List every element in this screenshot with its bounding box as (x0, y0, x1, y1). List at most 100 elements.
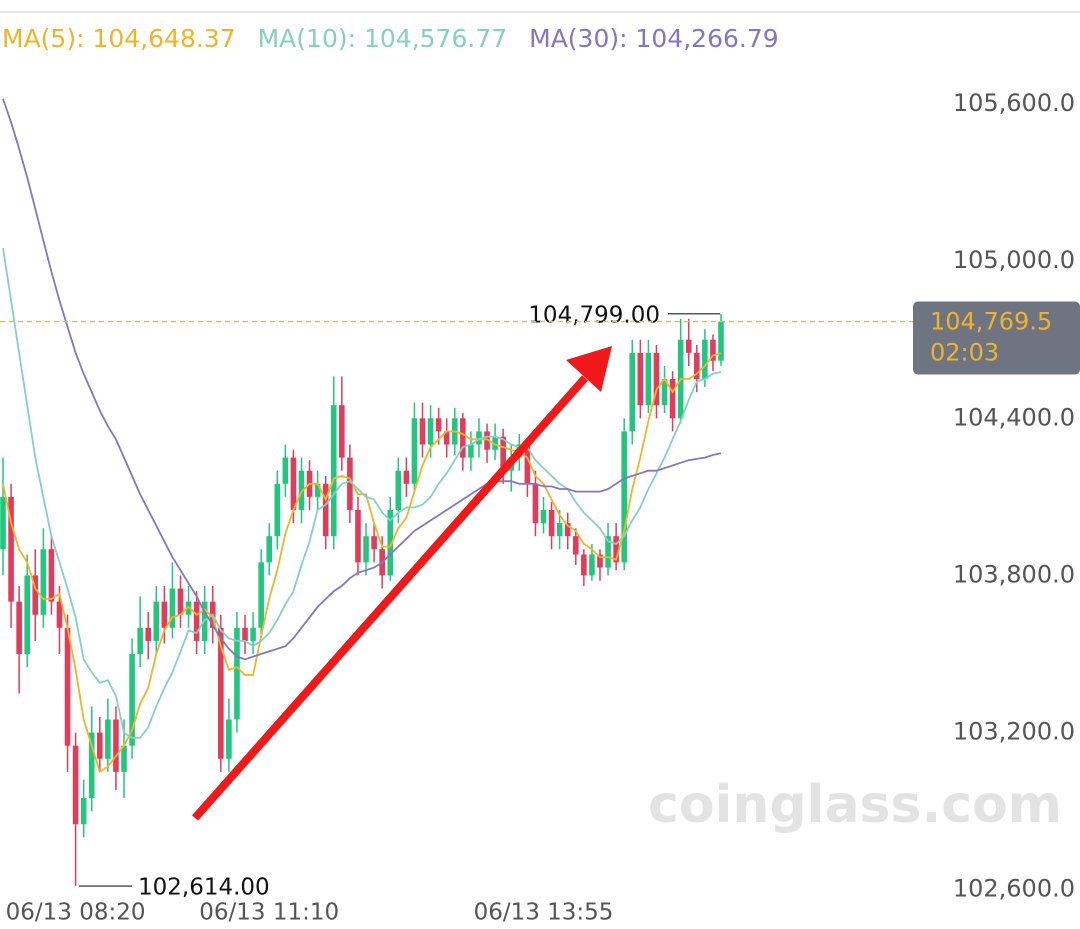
candle-body (282, 457, 289, 484)
candle-body (403, 470, 410, 484)
candle-body (113, 719, 119, 772)
candle-body (581, 554, 587, 576)
candle-body (8, 496, 14, 602)
candle-body (460, 418, 466, 458)
candle-body (597, 554, 603, 568)
legend-name: MA(30) (529, 24, 635, 53)
ma-line (2, 98, 722, 661)
candle-body (355, 509, 361, 563)
arrow-shaft (192, 375, 588, 821)
trend-arrow (192, 346, 612, 821)
candle-body (105, 719, 111, 759)
candle-body (274, 483, 281, 537)
max-marker-label: 104,799.00 (528, 302, 660, 328)
candle-body (500, 436, 506, 471)
watermark: coinglass.com (648, 775, 1062, 835)
candle-body (637, 352, 644, 406)
candle-body (258, 562, 264, 628)
candle-body (177, 588, 184, 615)
countdown: 02:03 (930, 339, 999, 367)
candle-body (145, 627, 152, 641)
candle-body (702, 339, 708, 380)
candle-body (629, 352, 636, 432)
ma-line (2, 247, 722, 739)
candle-body (524, 444, 531, 484)
candle-body (371, 536, 377, 550)
candle-body (419, 418, 426, 445)
candle-body (693, 352, 700, 380)
candle-body (669, 379, 676, 419)
legend: MA(5)104,648.37MA(10)104,576.77MA(30)104… (2, 24, 801, 53)
candle-body (443, 431, 450, 445)
overlay: 104,799.00 102,614.00 104,769.5 02:03 (0, 301, 1080, 901)
legend-entry: MA(5)104,648.37 (2, 24, 236, 53)
candle-body (121, 745, 127, 772)
candle-body (645, 352, 652, 406)
x-tick-label: 06/13 11:10 (199, 900, 339, 926)
y-tick-label: 103,800.0 (953, 560, 1075, 588)
candle-body (298, 470, 305, 510)
candle-body (218, 627, 224, 759)
candle-body (468, 444, 474, 458)
legend-name: MA(10) (258, 24, 364, 53)
candle-body (266, 536, 273, 563)
candle-body (72, 745, 79, 825)
candle-body (395, 470, 402, 510)
candle-body (556, 523, 563, 537)
candle-body (718, 321, 724, 361)
candle-body (16, 601, 22, 655)
legend-value: 104,266.79 (635, 24, 779, 53)
candle-body (339, 405, 345, 458)
candle-body (137, 627, 143, 655)
candle-body (226, 719, 232, 759)
candle-body (427, 418, 434, 445)
candle-body (532, 483, 539, 524)
candle-body (589, 554, 595, 576)
candle-body (242, 627, 248, 641)
candle-body (347, 457, 353, 510)
legend-entry: MA(30)104,266.79 (529, 24, 779, 53)
candle-body (64, 627, 71, 746)
candle-body (290, 457, 297, 510)
y-tick-label: 105,600.0 (953, 89, 1075, 117)
candle-body (363, 536, 369, 563)
y-tick-label: 105,000.0 (953, 246, 1075, 274)
legend-value: 104,576.77 (363, 24, 508, 53)
candle-body (88, 732, 95, 799)
candle-body (24, 575, 31, 655)
candle-body (169, 588, 176, 628)
candle-body (40, 549, 47, 615)
last-price-label: 104,769.5 (930, 308, 1052, 336)
candle-body (250, 627, 256, 641)
x-tick-label: 06/13 13:55 (474, 900, 614, 926)
candle-body (56, 601, 63, 628)
candle-body (411, 418, 418, 484)
candle-body (0, 496, 6, 550)
candle-body (48, 549, 55, 602)
candle-body (80, 798, 87, 825)
plot: 105,600.0 105,000.0 104,400.0 103,800.0 103,… (0, 89, 1075, 926)
candle-body (564, 523, 571, 537)
candle-body (322, 483, 329, 537)
candle-body (97, 732, 103, 759)
last-price-box (913, 301, 1080, 375)
candle-body (314, 483, 321, 497)
candle-body (161, 601, 168, 628)
candle-body (710, 339, 716, 361)
candle-body (661, 379, 668, 406)
y-tick-label: 102,600.0 (953, 875, 1075, 903)
arrow-head (566, 346, 612, 392)
legend-name: MA(5) (2, 24, 92, 53)
candle-body (685, 339, 692, 353)
x-tick-label: 06/13 08:20 (6, 900, 146, 926)
candle-body (613, 536, 619, 563)
min-marker-label: 102,614.00 (138, 875, 270, 901)
candle-body (605, 536, 611, 568)
candle-body (540, 509, 547, 524)
candle-body (621, 431, 627, 563)
ma-line (2, 352, 722, 774)
legend-value: 104,648.37 (92, 24, 236, 53)
candle-body (476, 431, 482, 445)
